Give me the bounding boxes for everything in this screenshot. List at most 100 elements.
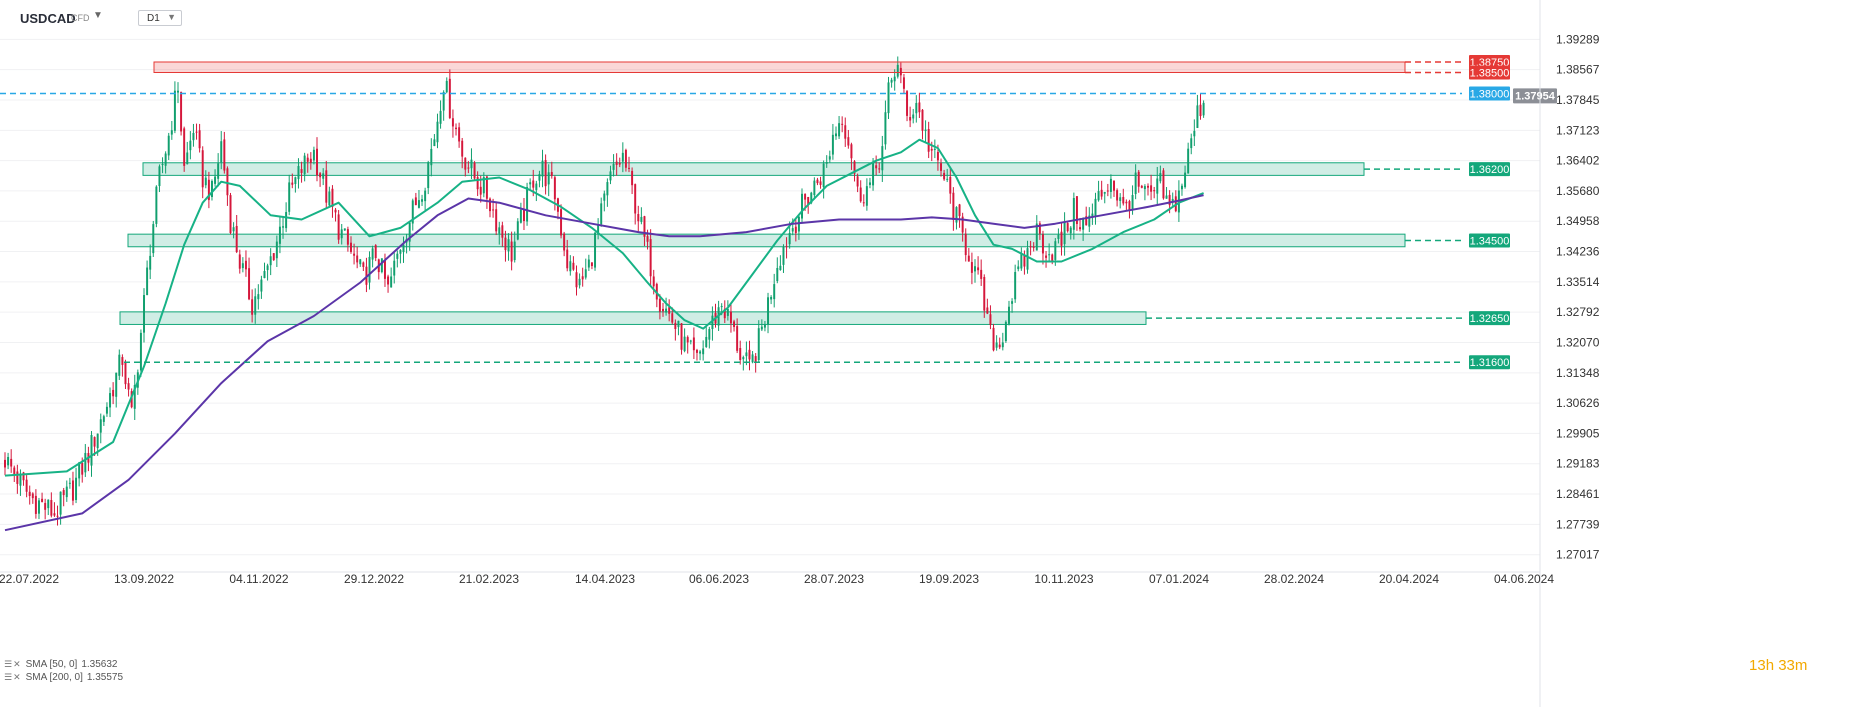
candle-body <box>906 91 909 116</box>
candle-body <box>204 177 207 186</box>
candle-body <box>940 163 943 171</box>
candle-body <box>949 176 952 194</box>
candle-body <box>1004 321 1007 342</box>
candle-body <box>507 239 510 252</box>
candle-body <box>646 236 649 242</box>
time-tick-label: 28.07.2023 <box>804 572 864 586</box>
candle-body <box>977 267 980 271</box>
candle-body <box>847 137 850 146</box>
candle-body <box>458 127 461 142</box>
candle-body <box>1122 196 1125 204</box>
candle-body <box>53 513 56 516</box>
candle-body <box>294 177 297 184</box>
candle-body <box>402 244 405 253</box>
candle-body <box>1171 198 1174 203</box>
candle-body <box>1011 301 1014 304</box>
price-axis[interactable]: 1.39289 1.38567 1.37845 1.37123 1.36402 1.356… <box>1539 0 1600 707</box>
price-tick-label: 1.36402 <box>1556 154 1600 168</box>
symbol-dropdown-icon[interactable]: ▼ <box>93 10 103 21</box>
time-axis[interactable]: 22.07.2022 13.09.2022 04.11.2022 29.12.2022… <box>0 571 1554 586</box>
candle-body <box>686 337 689 343</box>
candle-body <box>1020 254 1023 269</box>
candle-body <box>535 183 538 191</box>
countdown-minutes: 33 <box>1778 657 1795 674</box>
candle-body <box>461 140 464 157</box>
candle-body <box>924 129 927 132</box>
price-tick-label: 1.37845 <box>1556 93 1600 107</box>
candle-body <box>257 294 260 300</box>
candle-body <box>195 131 198 133</box>
candle-body <box>961 216 964 233</box>
candle-body <box>105 406 108 414</box>
candle-body <box>590 262 593 267</box>
candle-body <box>736 326 739 351</box>
price-tick-label: 1.29183 <box>1556 457 1600 471</box>
candle-body <box>884 112 887 145</box>
candle-body <box>822 163 825 188</box>
candle-body <box>68 482 71 484</box>
candle-body <box>513 241 516 261</box>
symbol-name[interactable]: USDCAD <box>20 11 76 26</box>
candle-body <box>1140 185 1143 188</box>
indicator-settings-icon[interactable]: ☰✕ <box>4 659 22 669</box>
candle-body <box>1187 148 1190 174</box>
timeframe-select[interactable]: D1 ▼ <box>138 10 182 26</box>
candle-body <box>467 167 470 169</box>
candle-body <box>96 433 99 449</box>
candle-body <box>34 495 37 514</box>
candle-body <box>566 249 569 269</box>
candle-body <box>121 357 124 365</box>
candle-body <box>640 216 643 222</box>
candle-body <box>770 297 773 300</box>
candle-body <box>853 161 856 174</box>
candle-body <box>791 228 794 232</box>
candle-body <box>967 255 970 262</box>
candle-body <box>164 153 167 166</box>
candle-body <box>189 140 192 151</box>
current-price-label: 1.37954 <box>1515 90 1556 102</box>
level-label: 1.38500 <box>1470 67 1510 79</box>
candle-body <box>124 362 127 385</box>
candle-body <box>677 320 680 328</box>
candle-body <box>757 328 760 361</box>
candle-body <box>699 351 702 354</box>
candle-body <box>1153 190 1156 192</box>
candle-body <box>526 187 529 222</box>
candle-body <box>674 322 677 330</box>
candle-body <box>921 109 924 131</box>
candle-body <box>1196 105 1199 128</box>
candle-body <box>343 228 346 231</box>
candle-body <box>680 323 683 350</box>
candle-body <box>754 356 757 363</box>
candle-body <box>170 130 173 135</box>
candle-body <box>1079 227 1082 230</box>
candle-body <box>115 372 118 397</box>
price-tick-label: 1.27017 <box>1556 548 1600 562</box>
candle-body <box>312 149 315 161</box>
candle-body <box>504 237 507 251</box>
candle-body <box>538 174 541 181</box>
candle-body <box>232 227 235 232</box>
candle-body <box>983 277 986 311</box>
legend-sma-200[interactable]: ☰✕ SMA [200, 0] 1.35575 <box>4 671 123 684</box>
candle-body <box>346 229 349 245</box>
candle-body <box>723 308 726 319</box>
candle-body <box>16 471 19 484</box>
candle-body <box>399 249 402 254</box>
sma-50-line <box>4 138 1204 477</box>
candle-body <box>726 308 729 316</box>
legend-sma-50[interactable]: ☰✕ SMA [50, 0] 1.35632 <box>4 658 123 671</box>
candle-body <box>1103 192 1106 194</box>
candle-body <box>411 200 414 224</box>
candle-body <box>522 209 525 221</box>
candle-body <box>362 262 365 267</box>
indicator-settings-icon[interactable]: ☰✕ <box>4 672 22 682</box>
candle-body <box>553 177 556 200</box>
candle-body <box>563 233 566 251</box>
level-lines: 1.387501.385001.380001.362001.345001.326… <box>0 54 1557 370</box>
candle-body <box>510 241 513 262</box>
candle-body <box>946 178 949 180</box>
candle-body <box>986 307 989 314</box>
candle-body <box>705 336 708 348</box>
